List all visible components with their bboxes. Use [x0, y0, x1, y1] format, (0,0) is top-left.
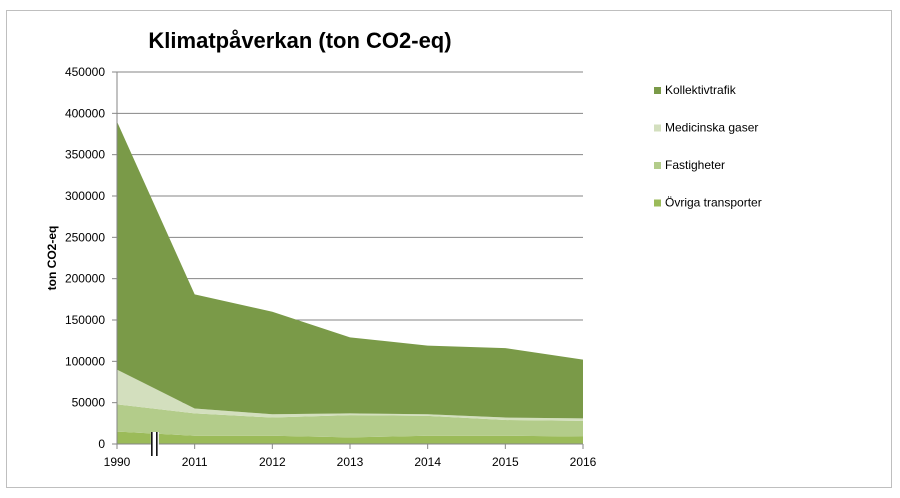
x-tick-label: 2012 — [259, 455, 286, 469]
legend-label: Övriga transporter — [665, 196, 762, 210]
area-fastigheter — [117, 404, 583, 438]
legend-label: Medicinska gaser — [665, 121, 758, 135]
x-tick-label: 2014 — [414, 455, 441, 469]
axes: 0 50000 100000 150000 200000 250000 300000 3500… — [65, 65, 597, 469]
area-övriga-transporter — [117, 431, 583, 444]
y-tick-label: 300000 — [65, 189, 105, 203]
legend-label: Fastigheter — [665, 158, 725, 172]
x-tick-label: 1990 — [104, 455, 131, 469]
y-tick-label: 400000 — [65, 106, 105, 120]
y-tick-label: 200000 — [65, 272, 105, 286]
y-tick-label: 100000 — [65, 354, 105, 368]
y-tick-label: 250000 — [65, 230, 105, 244]
x-tick-label: 2013 — [337, 455, 364, 469]
x-tick-label: 2015 — [492, 455, 519, 469]
legend: Kollektivtrafik Medicinska gaser Fastighet… — [654, 83, 762, 210]
legend-swatch — [654, 87, 661, 94]
chart-title: Klimatpåverkan (ton CO2-eq) — [148, 28, 451, 53]
legend-swatch — [654, 199, 661, 207]
y-tick-label: 450000 — [65, 65, 105, 79]
legend-swatch — [654, 124, 661, 132]
y-axis-label: ton CO2-eq — [45, 226, 59, 291]
legend-label: Kollektivtrafik — [665, 83, 737, 97]
x-tick-label: 2016 — [570, 455, 597, 469]
area-series — [117, 121, 583, 444]
y-tick-label: 0 — [98, 437, 105, 451]
x-tick-label: 2011 — [182, 455, 208, 469]
y-tick-label: 350000 — [65, 148, 105, 162]
y-tick-label: 50000 — [72, 396, 106, 410]
y-tick-label: 150000 — [65, 313, 105, 327]
legend-swatch — [654, 162, 661, 169]
area-kollektivtrafik — [117, 121, 583, 419]
axis-break-marker — [150, 432, 159, 456]
